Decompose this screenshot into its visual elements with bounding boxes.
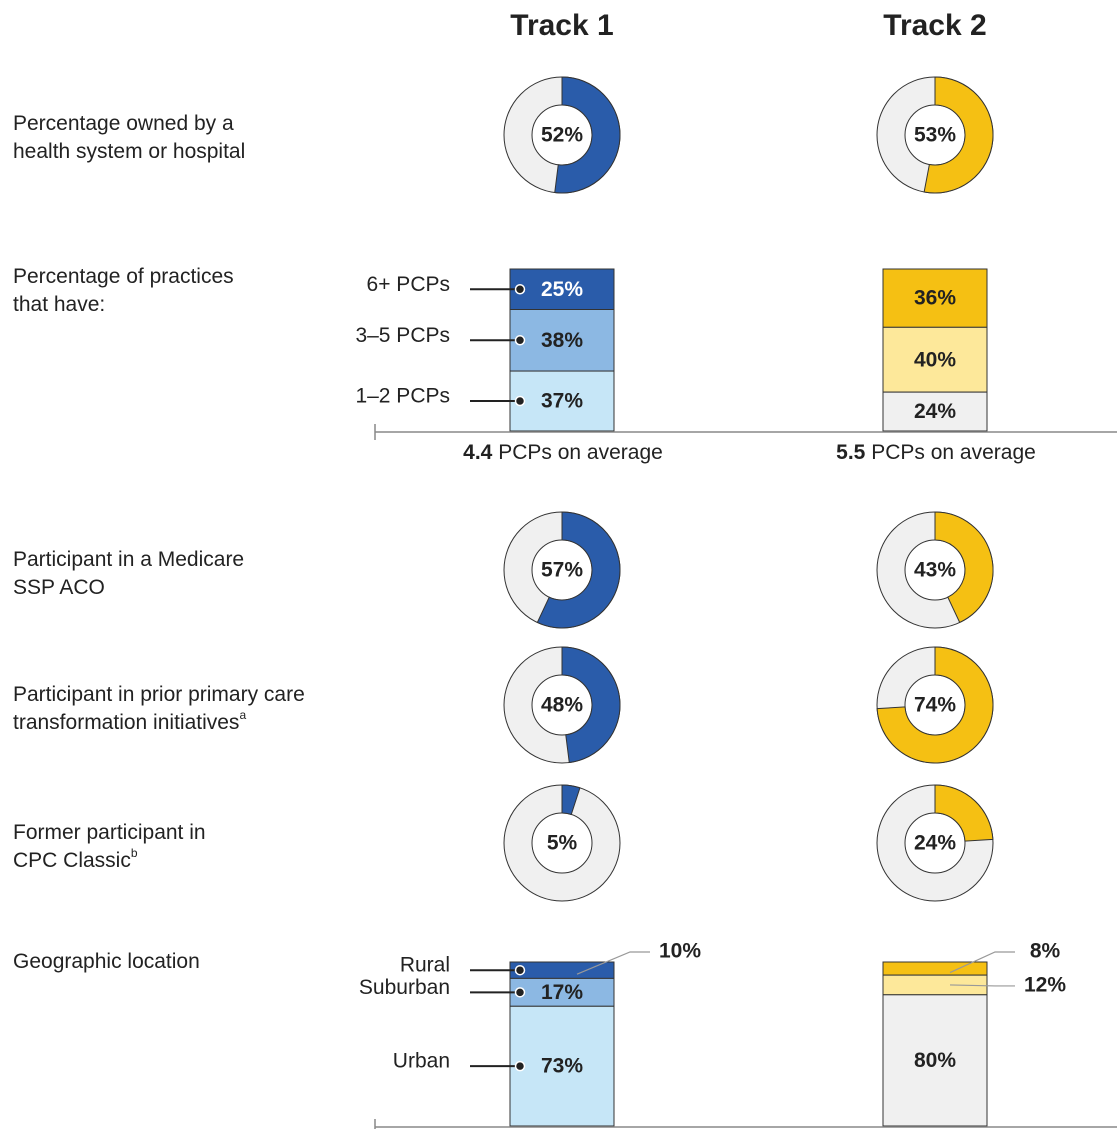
bar-segment	[882, 326, 988, 393]
row-label: Geographic location	[13, 950, 200, 973]
pointer-dot	[514, 987, 526, 998]
segment-label: 17%	[541, 981, 583, 1004]
row-label: Percentage of practices	[13, 265, 234, 288]
pointer-dot	[514, 395, 526, 407]
donut-segment	[876, 646, 994, 764]
donut-label: 74%	[914, 694, 956, 717]
average-value: 5.5	[836, 441, 866, 464]
donut-label: 24%	[914, 832, 956, 855]
segment-label: 37%	[541, 390, 583, 413]
donut-segment	[554, 76, 621, 194]
pointer-dot	[514, 1060, 526, 1072]
segment-label: 36%	[914, 287, 956, 310]
average-value: 4.4	[463, 441, 493, 464]
donut-segment	[934, 511, 994, 624]
category-label: 3–5 PCPs	[355, 324, 450, 347]
donut-segment	[561, 646, 621, 764]
bar-segment	[509, 977, 615, 1007]
average-text: PCPs on average	[498, 441, 663, 464]
category-label: 1–2 PCPs	[355, 385, 450, 408]
footnote-mark: b	[131, 846, 138, 860]
segment-label: 24%	[914, 400, 956, 423]
average-label: 4.4 PCPs on average	[463, 441, 663, 464]
category-label: Urban	[393, 1050, 450, 1073]
row-label: Former participant in	[13, 821, 206, 844]
segment-label: 38%	[541, 329, 583, 352]
row-label-line: Participant in a Medicare	[13, 548, 244, 571]
row-label: Percentage owned by a	[13, 112, 234, 135]
segment-label: 12%	[1024, 974, 1066, 997]
bar-segment	[882, 961, 988, 976]
donut-segment	[536, 511, 621, 629]
segment-label: 25%	[541, 278, 583, 301]
donut-segment	[934, 784, 994, 842]
pointer-dot	[514, 964, 526, 976]
row-label-line: Geographic location	[13, 950, 200, 973]
donut-segment	[561, 784, 581, 816]
donut-label: 53%	[914, 124, 956, 147]
leader-line	[949, 951, 1015, 974]
row-label: CPC Classicb	[13, 846, 138, 871]
donut-label: 5%	[547, 832, 578, 855]
row-label-line: Percentage owned by a	[13, 112, 234, 135]
row-label-line: Participant in prior primary care	[13, 683, 305, 706]
average-text: PCPs on average	[871, 441, 1036, 464]
segment-label: 80%	[914, 1049, 956, 1072]
donut-label: 57%	[541, 559, 583, 582]
footnote-mark: a	[239, 708, 246, 722]
segment-label: 73%	[541, 1055, 583, 1078]
leader-line	[949, 984, 1015, 987]
row-label-line: Former participant in	[13, 821, 206, 844]
segment-label: 10%	[659, 940, 701, 963]
row-label-line: health system or hospital	[13, 140, 245, 163]
row-label: that have:	[13, 293, 105, 316]
row-label-line: transformation initiatives	[13, 711, 239, 734]
segment-label: 40%	[914, 348, 956, 371]
row-label: Participant in prior primary care	[13, 683, 305, 706]
bar-segment	[882, 391, 988, 432]
row-label: transformation initiativesa	[13, 708, 246, 733]
donut-label: 48%	[541, 694, 583, 717]
pointer-dot	[514, 335, 526, 346]
row-label: Participant in a Medicare	[13, 548, 244, 571]
segment-label: 8%	[1030, 940, 1061, 963]
donut-segment	[923, 76, 994, 194]
row-label: SSP ACO	[13, 576, 105, 599]
category-label: 6+ PCPs	[367, 273, 450, 296]
donut-label: 52%	[541, 124, 583, 147]
track-title: Track 2	[883, 9, 986, 42]
row-label: health system or hospital	[13, 140, 245, 163]
donut-label: 43%	[914, 559, 956, 582]
row-label-line: Percentage of practices	[13, 265, 234, 288]
category-label: Suburban	[359, 976, 450, 999]
bar-segment	[509, 961, 615, 979]
row-label-line: that have:	[13, 293, 105, 316]
bar-segment	[882, 994, 988, 1127]
leader-line	[576, 951, 650, 975]
category-label: Rural	[400, 954, 450, 977]
bar-segment	[882, 268, 988, 328]
row-label-line: CPC Classic	[13, 849, 131, 872]
track-title: Track 1	[510, 9, 613, 42]
row-label-line: SSP ACO	[13, 576, 105, 599]
pointer-dot	[514, 284, 526, 295]
average-label: 5.5 PCPs on average	[836, 441, 1036, 464]
bar-segment	[509, 370, 615, 432]
